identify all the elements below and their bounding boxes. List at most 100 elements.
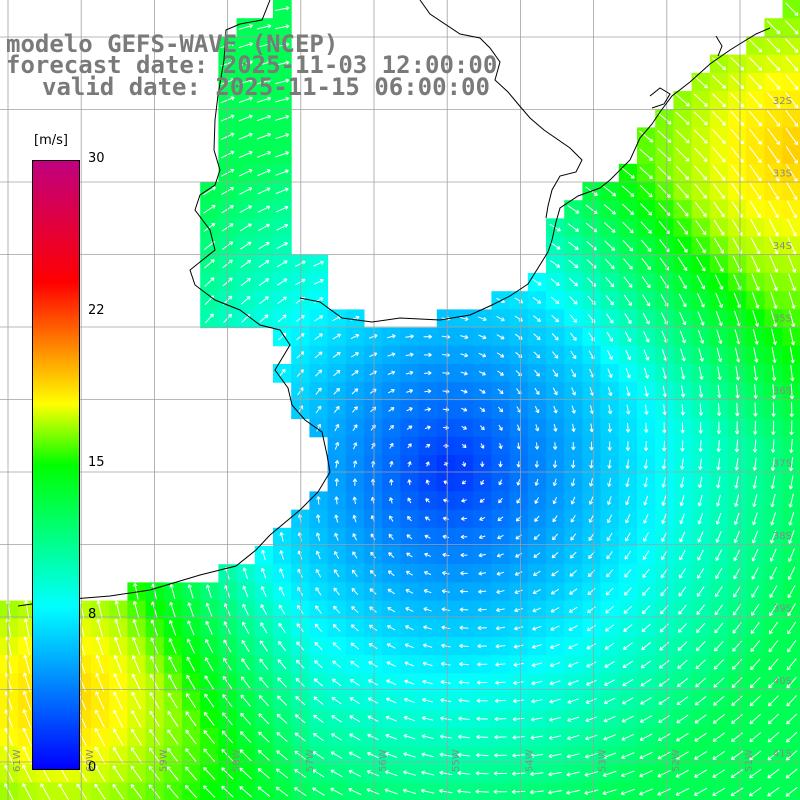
wind-arrow (529, 789, 544, 795)
wind-arrow (315, 550, 321, 560)
wind-arrow (238, 150, 253, 159)
wind-arrow (240, 712, 252, 725)
wind-arrow (679, 513, 685, 525)
wind-arrow (585, 204, 598, 215)
wind-arrow (550, 625, 560, 631)
wind-arrow (694, 732, 707, 742)
wind-arrow (551, 570, 559, 577)
wind-arrow (204, 313, 214, 324)
longitude-label: 61W (12, 749, 23, 772)
wind-arrow (748, 787, 762, 797)
wind-arrow (240, 295, 251, 305)
wind-arrow (186, 638, 195, 654)
wind-arrow (697, 494, 703, 507)
wind-arrow (566, 789, 581, 795)
wind-arrow (442, 516, 449, 521)
wind-arrow (661, 477, 666, 488)
wind-arrow (478, 589, 487, 594)
wind-arrow (769, 255, 779, 273)
wind-arrow (749, 713, 762, 725)
wind-arrow (715, 311, 723, 327)
wind-arrow (422, 643, 433, 648)
wind-arrow (313, 714, 324, 723)
wind-arrow (785, 145, 798, 164)
wind-arrow (697, 549, 704, 561)
wind-arrow (22, 709, 32, 729)
wind-arrow (680, 348, 686, 362)
wind-arrow (788, 475, 794, 490)
wind-arrow (603, 734, 616, 741)
wind-arrow (766, 110, 781, 127)
wind-arrow (750, 237, 761, 255)
wind-arrow (730, 146, 744, 163)
wind-arrow (711, 57, 727, 71)
wind-arrow (766, 92, 781, 109)
wind-arrow (567, 223, 580, 232)
wind-arrow (676, 678, 688, 688)
wind-arrow (657, 184, 671, 198)
wind-arrow (40, 783, 51, 800)
wind-arrow (239, 786, 252, 798)
wind-arrow (187, 620, 195, 636)
wind-arrow (714, 274, 724, 290)
wind-arrow (439, 752, 453, 757)
wind-arrow (389, 479, 394, 486)
wind-arrow (95, 691, 105, 710)
wind-arrow (168, 619, 177, 636)
wind-arrow (767, 695, 779, 707)
wind-arrow (712, 732, 726, 742)
wind-arrow (771, 347, 777, 364)
wind-arrow (333, 587, 340, 596)
wind-arrow (316, 496, 321, 505)
wind-arrow (293, 787, 307, 797)
wind-arrow (644, 404, 649, 415)
wind-arrow (753, 402, 758, 417)
wind-arrow (588, 533, 595, 541)
wind-arrow (788, 493, 794, 508)
wind-arrow (768, 640, 779, 653)
wind-arrow (312, 751, 325, 760)
wind-arrow (713, 695, 725, 706)
wind-arrow (641, 276, 651, 289)
wind-arrow (675, 111, 690, 125)
wind-arrow (789, 328, 796, 346)
wind-arrow (752, 494, 758, 508)
wind-arrow (551, 333, 559, 341)
wind-arrow (605, 276, 615, 288)
wind-arrow (476, 734, 489, 740)
wind-arrow (258, 695, 269, 707)
wind-arrow (366, 769, 380, 777)
wind-arrow (641, 642, 651, 651)
wind-arrow (625, 441, 631, 451)
wind-arrow (532, 278, 542, 286)
wind-arrow (767, 768, 780, 779)
wind-arrow (713, 201, 725, 218)
wind-arrow (639, 788, 653, 796)
wind-arrow (384, 788, 398, 795)
wind-arrow (404, 679, 415, 685)
wind-arrow (168, 674, 178, 691)
wind-arrow (331, 696, 342, 705)
wind-arrow (494, 753, 507, 758)
wind-arrow (403, 734, 416, 740)
wind-arrow (643, 422, 649, 433)
wind-arrow (205, 638, 214, 654)
latitude-label: 37S (773, 459, 792, 470)
wind-arrow (242, 603, 249, 616)
wind-arrow (768, 200, 779, 219)
wind-arrow (439, 788, 453, 794)
wind-arrow (279, 550, 285, 560)
wind-arrow (570, 514, 576, 523)
wind-arrow (767, 164, 780, 182)
wind-arrow (460, 534, 468, 540)
wind-arrow (749, 768, 762, 779)
wind-arrow (534, 406, 540, 414)
wind-arrow (22, 746, 32, 765)
wind-arrow (730, 92, 745, 108)
wind-arrow (675, 769, 690, 778)
wind-arrow (203, 766, 216, 780)
wind-arrow (625, 459, 630, 470)
wind-arrow (767, 146, 780, 164)
wind-arrow (623, 587, 632, 596)
wind-arrow (277, 296, 288, 304)
